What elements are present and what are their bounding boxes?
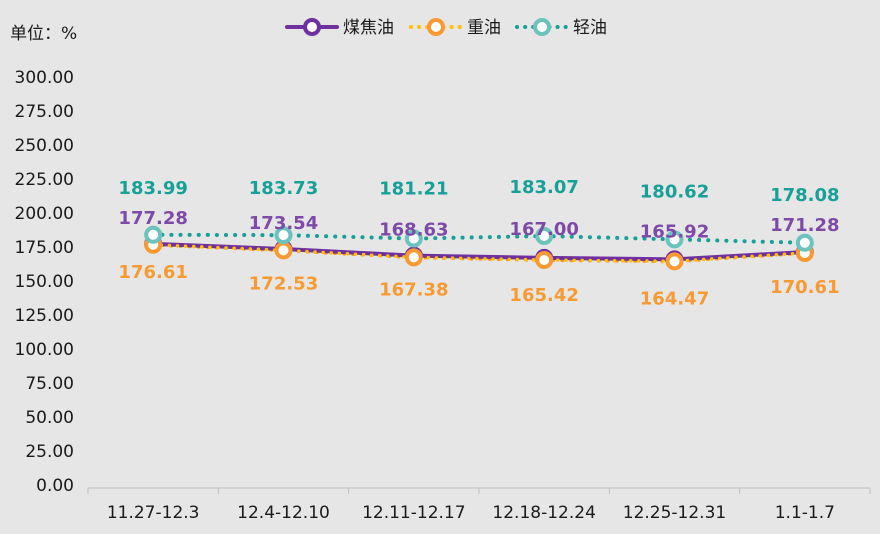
data-label: 173.54: [249, 213, 318, 234]
y-tick-label: 50.00: [25, 408, 74, 428]
data-label: 164.47: [640, 288, 709, 309]
series-line: [151, 241, 807, 262]
data-point: [274, 226, 293, 245]
data-point: [144, 225, 163, 244]
y-tick-label: 75.00: [25, 374, 74, 394]
data-point: [535, 227, 554, 246]
legend-label: 煤焦油: [343, 18, 394, 38]
y-tick-label: 175.00: [15, 238, 74, 258]
y-tick-label: 250.00: [15, 136, 74, 156]
data-label: 178.08: [770, 185, 839, 206]
data-label: 183.07: [509, 177, 578, 198]
x-tick-label: 12.18-12.24: [492, 503, 595, 523]
data-label: 168.63: [379, 220, 448, 241]
data-point: [535, 251, 554, 270]
x-tick-label: 1.1-1.7: [775, 503, 835, 523]
x-axis: 11.27-12.3 12.4-12.10 12.11-12.17 12.18-12.…: [87, 487, 871, 523]
y-tick-label: 125.00: [15, 306, 74, 326]
legend-item: 煤焦油: [285, 18, 394, 38]
legend: 煤焦油 重油 轻油: [285, 18, 607, 38]
series-line: [151, 243, 807, 264]
legend-marker: [303, 18, 321, 36]
data-label: 170.61: [770, 277, 839, 298]
legend-item: 重油: [409, 18, 501, 38]
legend-label: 重油: [467, 18, 501, 38]
data-label: 183.73: [249, 178, 318, 199]
data-label: 181.21: [379, 179, 448, 200]
data-label: 165.42: [509, 285, 578, 306]
x-tick-label: 12.25-12.31: [623, 503, 726, 523]
legend-marker: [427, 18, 445, 36]
y-tick-label: 275.00: [15, 102, 74, 122]
y-tick-label: 0.00: [36, 476, 74, 496]
x-tick-label: 12.4-12.10: [237, 503, 330, 523]
data-label: 176.61: [118, 262, 187, 283]
data-label: 183.99: [118, 178, 187, 199]
y-axis: 0.00 25.00 50.00 75.00 100.00 125.00 150.00 175…: [15, 68, 74, 496]
data-label: 172.53: [249, 273, 318, 294]
series-lines: [151, 232, 807, 264]
data-point: [404, 229, 423, 248]
data-labels: 177.28 173.54 168.63 167.00 165.92 171.28 176.…: [118, 177, 839, 309]
y-tick-label: 200.00: [15, 204, 74, 224]
data-label: 167.38: [379, 279, 448, 300]
data-point: [795, 233, 814, 252]
series-points: [144, 225, 814, 271]
data-label: 177.28: [118, 208, 187, 229]
data-label: 171.28: [770, 215, 839, 236]
legend-marker: [533, 18, 551, 36]
y-tick-label: 25.00: [25, 442, 74, 462]
y-tick-label: 300.00: [15, 68, 74, 88]
x-tick-label: 12.11-12.17: [362, 503, 465, 523]
data-point: [274, 241, 293, 260]
data-label: 167.00: [509, 219, 578, 240]
x-tick-label: 11.27-12.3: [107, 503, 200, 523]
data-label: 180.62: [640, 181, 709, 202]
data-point: [404, 248, 423, 267]
y-tick-label: 150.00: [15, 272, 74, 292]
unit-label: 单位：%: [10, 24, 77, 44]
y-tick-label: 100.00: [15, 340, 74, 360]
legend-label: 轻油: [573, 18, 607, 38]
y-tick-label: 225.00: [15, 170, 74, 190]
series-line: [151, 232, 807, 245]
data-point: [665, 252, 684, 271]
data-label: 165.92: [640, 221, 709, 242]
legend-item: 轻油: [515, 18, 607, 38]
data-point: [665, 230, 684, 249]
